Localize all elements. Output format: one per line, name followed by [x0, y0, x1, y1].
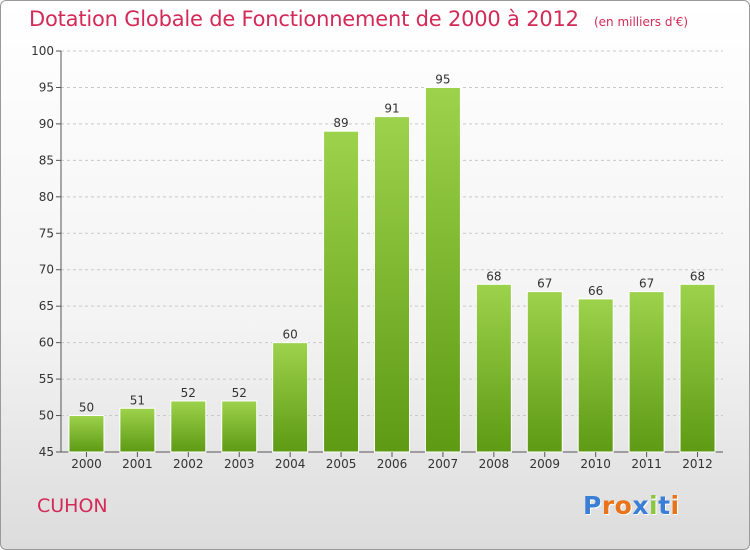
bar-value-label: 67 — [639, 277, 654, 291]
bar — [526, 291, 563, 453]
y-tick-label: 75 — [39, 226, 54, 240]
x-tick-label: 2003 — [224, 457, 255, 471]
bar-value-label: 50 — [79, 401, 94, 415]
bar — [679, 283, 716, 453]
x-tick-label: 2011 — [631, 457, 662, 471]
logo-letter: i — [670, 491, 680, 520]
y-tick-label: 70 — [39, 263, 54, 277]
bar-value-label: 67 — [537, 277, 552, 291]
x-tick-label: 2005 — [326, 457, 357, 471]
proxiti-logo: Proxiti — [583, 491, 680, 520]
chart-title-block: Dotation Globale de Fonctionnement de 20… — [29, 7, 688, 31]
bar — [628, 291, 665, 453]
bar — [170, 400, 207, 453]
y-tick-label: 100 — [31, 44, 54, 58]
bar — [374, 116, 410, 453]
x-tick-label: 2007 — [428, 457, 459, 471]
x-tick-label: 2006 — [377, 457, 408, 471]
y-tick-label: 80 — [39, 190, 54, 204]
chart-title: Dotation Globale de Fonctionnement de 20… — [29, 7, 579, 31]
y-tick-label: 65 — [39, 299, 54, 313]
bar-value-label: 68 — [486, 269, 501, 283]
x-tick-label: 2004 — [275, 457, 306, 471]
y-tick-label: 90 — [39, 117, 54, 131]
bar-value-label: 91 — [384, 102, 399, 116]
logo-letter: P — [583, 491, 602, 520]
logo-letter: t — [658, 491, 671, 520]
x-tick-label: 2009 — [529, 457, 560, 471]
x-tick-label: 2001 — [122, 457, 153, 471]
logo-letter: x — [632, 491, 649, 520]
bar — [424, 86, 461, 453]
bar-value-label: 52 — [232, 386, 247, 400]
bar — [119, 407, 156, 453]
bar-value-label: 89 — [333, 116, 348, 130]
bar-value-label: 95 — [435, 72, 450, 86]
bar — [475, 283, 512, 453]
x-tick-label: 2008 — [479, 457, 510, 471]
x-tick-label: 2012 — [682, 457, 713, 471]
bar — [272, 342, 309, 453]
bar — [221, 400, 258, 453]
bar-value-label: 66 — [588, 284, 603, 298]
y-tick-label: 60 — [39, 336, 54, 350]
bar-value-label: 68 — [690, 269, 705, 283]
x-tick-label: 2010 — [580, 457, 611, 471]
x-tick-label: 2002 — [173, 457, 204, 471]
bar — [68, 415, 105, 453]
bar-value-label: 51 — [130, 393, 145, 407]
commune-name: CUHON — [37, 495, 108, 517]
y-tick-label: 55 — [39, 372, 54, 386]
chart-unit-label: (en milliers d'€) — [593, 15, 689, 29]
y-tick-label: 50 — [39, 409, 54, 423]
logo-letter: o — [614, 491, 633, 520]
logo-letter: i — [649, 491, 659, 520]
logo-letter: r — [601, 491, 615, 520]
x-tick-label: 2000 — [71, 457, 102, 471]
y-tick-label: 95 — [39, 80, 54, 94]
bar-value-label: 52 — [181, 386, 196, 400]
bar — [323, 130, 360, 453]
y-tick-label: 85 — [39, 153, 54, 167]
bar-value-label: 60 — [283, 328, 298, 342]
y-tick-label: 45 — [39, 445, 54, 459]
bar — [577, 298, 614, 453]
